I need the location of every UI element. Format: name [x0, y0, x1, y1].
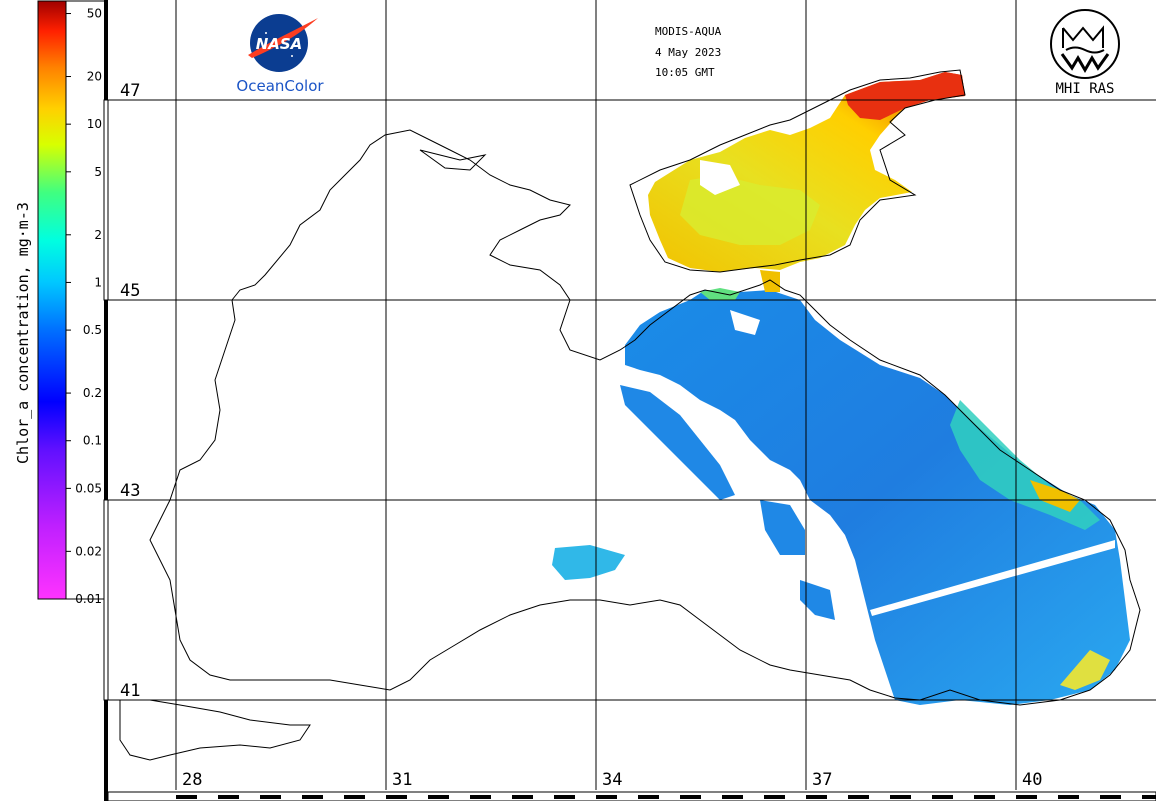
ruler-segment: [764, 795, 785, 799]
ruler-segment: [932, 795, 953, 799]
ruler-segment: [260, 795, 281, 799]
colorbar-tick-label: 0.05: [75, 481, 102, 495]
colorbar-tick-label: 10: [87, 117, 102, 131]
taganrog-bay-red: [845, 72, 965, 120]
lat-label-45: 45: [120, 281, 140, 301]
ruler-segment: [1058, 795, 1079, 799]
lon-label-40: 40: [1022, 770, 1042, 790]
mhi-label: MHI RAS: [1055, 81, 1114, 97]
ruler-segment: [344, 795, 365, 799]
ruler-segment: [680, 795, 701, 799]
lat-label-41: 41: [120, 681, 140, 701]
colorbar: [37, 0, 68, 600]
mhi-logo: [1050, 9, 1120, 79]
ruler-segment: [974, 795, 995, 799]
colorbar-tick-panel: [65, 0, 107, 600]
lat-label-bg: [114, 678, 148, 699]
ruler-segment: [554, 795, 575, 799]
ruler-segment: [596, 795, 617, 799]
lon-label-34: 34: [602, 770, 622, 790]
left-axis-gap: [103, 499, 109, 701]
colorbar-tick-label: 0.2: [83, 386, 102, 400]
time-label: 10:05 GMT: [655, 66, 715, 79]
swath-gap: [870, 540, 1115, 616]
colorbar-tick-label: 20: [87, 70, 102, 84]
southern-patch: [552, 545, 625, 580]
ruler-segment: [176, 795, 197, 799]
colorbar-tick-label: 0.02: [75, 544, 102, 558]
lon-label-28: 28: [182, 770, 202, 790]
ruler-segment: [890, 795, 911, 799]
colorbar-tick-label: 1: [94, 275, 102, 289]
ruler-segment: [722, 795, 743, 799]
blue-patch: [760, 500, 805, 555]
lat-label-bg: [114, 278, 148, 299]
colorbar-ticks: 50 20 10 5 2 1 0.5 0.2 0.1 0.05 0.02 0.01: [66, 7, 102, 606]
colorbar-tick-label: 0.01: [75, 592, 102, 606]
blue-patch: [800, 580, 835, 620]
ruler-segment: [638, 795, 659, 799]
azov-coastline: [629, 69, 966, 273]
western-streaks: [620, 385, 735, 500]
cloud-gap: [730, 310, 760, 335]
ruler-segment: [386, 795, 407, 799]
ruler-segment: [470, 795, 491, 799]
left-axis-gap: [103, 99, 109, 301]
graticule: [108, 0, 1156, 790]
lon-label-37: 37: [812, 770, 832, 790]
lat-label-bg: [114, 478, 148, 499]
black-sea-coastline: [149, 129, 1141, 706]
ruler-segment: [302, 795, 323, 799]
colorbar-tick-label: 0.1: [83, 434, 102, 448]
lat-label-47: 47: [120, 81, 140, 101]
coastal-yellow: [1030, 480, 1080, 512]
dnieper-estuary: [419, 149, 487, 171]
oceancolor-label: OceanColor: [236, 77, 324, 95]
sensor-label: MODIS-AQUA: [655, 25, 722, 38]
ruler-segment: [428, 795, 449, 799]
ruler-segment: [848, 795, 869, 799]
kerch-strait-yellow: [760, 270, 780, 292]
coastal-yellow-south: [1060, 650, 1110, 690]
colorbar-title: Chlor_a concentration, mg·m-3: [14, 202, 32, 464]
nasa-logo: NASA: [248, 14, 318, 72]
ruler-segment: [1142, 795, 1156, 799]
lon-label-31: 31: [392, 770, 412, 790]
nasa-wordmark: NASA: [256, 35, 303, 53]
ruler-segment: [512, 795, 533, 799]
ruler-segment: [1016, 795, 1037, 799]
colorbar-tick-label: 5: [94, 165, 102, 179]
cloud-gap: [700, 160, 740, 195]
ruler-segment: [218, 795, 239, 799]
colorbar-tick-label: 2: [94, 228, 102, 242]
colorbar-tick-label: 0.5: [83, 323, 102, 337]
bottom-axis-bar: [107, 791, 1156, 801]
left-axis-bar: [104, 0, 108, 801]
lat-label-43: 43: [120, 481, 140, 501]
black-sea-chlorophyll: [625, 290, 1130, 705]
ruler-segment: [1100, 795, 1121, 799]
date-label: 4 May 2023: [655, 46, 721, 59]
colorbar-tick-label: 50: [87, 7, 102, 21]
lat-label-bg: [114, 78, 148, 99]
ruler-segment: [806, 795, 827, 799]
marmara-coastline: [119, 699, 311, 761]
